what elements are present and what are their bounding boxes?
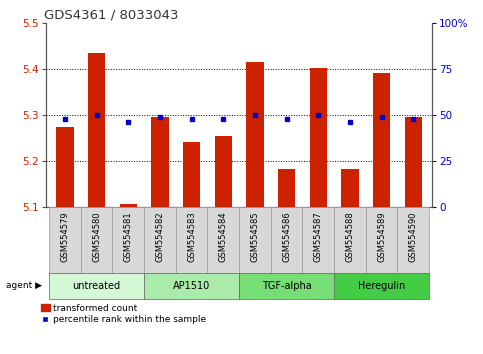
Bar (341, 169, 359, 207)
Text: GSM554585: GSM554585 (250, 212, 259, 262)
Bar (49, 207, 81, 273)
Bar (151, 117, 169, 207)
Bar (239, 207, 271, 273)
Text: agent ▶: agent ▶ (6, 281, 42, 290)
Text: GSM554584: GSM554584 (219, 212, 228, 262)
Text: GSM554581: GSM554581 (124, 212, 133, 262)
Bar (113, 207, 144, 273)
Bar (278, 169, 295, 207)
Text: GSM554589: GSM554589 (377, 212, 386, 262)
Bar (214, 136, 232, 207)
Text: Heregulin: Heregulin (358, 281, 405, 291)
Text: AP1510: AP1510 (173, 281, 210, 291)
Bar (49, 273, 144, 299)
Bar (183, 142, 200, 207)
Text: GSM554579: GSM554579 (60, 212, 70, 262)
Text: untreated: untreated (72, 281, 121, 291)
Bar (398, 207, 429, 273)
Text: GSM554583: GSM554583 (187, 212, 196, 262)
Text: GSM554590: GSM554590 (409, 212, 418, 262)
Bar (144, 273, 239, 299)
Text: GSM554586: GSM554586 (282, 212, 291, 262)
Bar (81, 207, 113, 273)
Bar (366, 207, 398, 273)
Text: GDS4361 / 8033043: GDS4361 / 8033043 (44, 9, 178, 22)
Bar (176, 207, 207, 273)
Bar (246, 62, 264, 207)
Text: TGF-alpha: TGF-alpha (262, 281, 312, 291)
Bar (405, 117, 422, 207)
Text: GSM554588: GSM554588 (345, 212, 355, 262)
Legend: transformed count, percentile rank within the sample: transformed count, percentile rank withi… (41, 304, 207, 324)
Bar (239, 273, 334, 299)
Text: GSM554587: GSM554587 (314, 212, 323, 262)
Text: GSM554580: GSM554580 (92, 212, 101, 262)
Bar (334, 273, 429, 299)
Bar (310, 68, 327, 207)
Bar (271, 207, 302, 273)
Bar (56, 126, 73, 207)
Bar (373, 73, 390, 207)
Bar (144, 207, 176, 273)
Bar (302, 207, 334, 273)
Bar (334, 207, 366, 273)
Bar (207, 207, 239, 273)
Bar (88, 53, 105, 207)
Bar (119, 204, 137, 207)
Text: GSM554582: GSM554582 (156, 212, 164, 262)
